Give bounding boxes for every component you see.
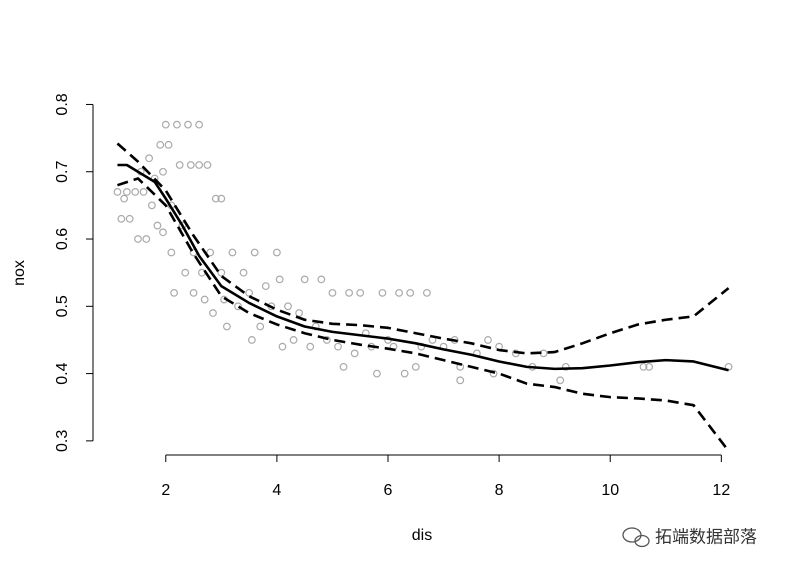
point [125, 214, 134, 223]
point [189, 288, 198, 297]
point [172, 120, 181, 129]
point [639, 362, 648, 371]
point [289, 336, 298, 344]
point [406, 288, 415, 297]
point [142, 235, 151, 243]
point [211, 194, 220, 203]
point [197, 268, 206, 277]
point [275, 275, 284, 284]
point [395, 288, 404, 297]
point [295, 309, 304, 317]
point [167, 248, 176, 257]
x-axis-label: dis [412, 527, 432, 544]
point [556, 376, 565, 385]
y-tick-label: 0.6 [54, 228, 71, 250]
point [164, 140, 173, 149]
point [195, 161, 204, 169]
point [411, 362, 420, 371]
point [645, 362, 654, 371]
point [217, 194, 226, 203]
point [422, 288, 431, 297]
point [272, 248, 281, 257]
point [561, 362, 570, 371]
point [306, 342, 315, 351]
confidence-band [116, 142, 730, 355]
point [234, 302, 242, 311]
y-tick-label: 0.7 [54, 161, 71, 183]
point [159, 228, 167, 237]
x-tick-label: 8 [495, 482, 504, 499]
y-tick-label: 0.4 [54, 362, 71, 384]
point [145, 154, 154, 163]
x-tick-label: 12 [712, 482, 730, 499]
point [147, 201, 156, 210]
point [195, 120, 204, 129]
point [186, 161, 195, 169]
point [203, 161, 212, 169]
y-tick-label: 0.8 [54, 93, 71, 115]
point [256, 322, 265, 331]
watermark-icon [622, 527, 650, 548]
point [328, 288, 337, 297]
point [222, 322, 231, 331]
point [159, 167, 167, 176]
y-axis-label: nox [11, 260, 28, 286]
point [181, 268, 190, 277]
point [122, 188, 131, 196]
point [284, 302, 292, 311]
point [113, 188, 122, 196]
point [484, 336, 492, 344]
point [228, 248, 237, 257]
point [175, 161, 184, 169]
point [117, 214, 126, 223]
x-tick-label: 6 [384, 482, 393, 499]
x-tick-label: 4 [272, 482, 281, 499]
y-tick-label: 0.5 [54, 295, 71, 317]
point [153, 221, 162, 230]
point [250, 248, 259, 257]
point [134, 235, 142, 243]
point [247, 336, 256, 344]
point [339, 362, 348, 371]
point [456, 376, 465, 385]
point [334, 342, 342, 351]
watermark: 拓端数据部落 [655, 527, 757, 546]
point [489, 369, 498, 378]
point [120, 194, 129, 203]
point [350, 349, 359, 358]
point [278, 342, 287, 351]
point [139, 188, 148, 196]
point [239, 268, 248, 277]
point [245, 288, 254, 297]
confidence-band [117, 177, 730, 452]
point [261, 282, 270, 291]
point [322, 336, 331, 344]
point [161, 120, 170, 129]
fit-line [117, 163, 729, 372]
point [131, 188, 140, 196]
point [378, 288, 387, 297]
point [400, 369, 409, 378]
point [178, 221, 187, 230]
point [170, 288, 179, 297]
point [209, 309, 217, 317]
point [345, 288, 354, 297]
y-tick-label: 0.3 [54, 430, 71, 452]
point [184, 120, 192, 129]
point [300, 275, 309, 284]
x-tick-label: 2 [161, 482, 170, 499]
point [217, 268, 226, 277]
point [356, 288, 365, 297]
x-tick-label: 10 [601, 482, 619, 499]
point [372, 369, 381, 378]
point [206, 248, 215, 257]
point [317, 275, 326, 284]
point [156, 140, 165, 149]
point [200, 295, 209, 304]
